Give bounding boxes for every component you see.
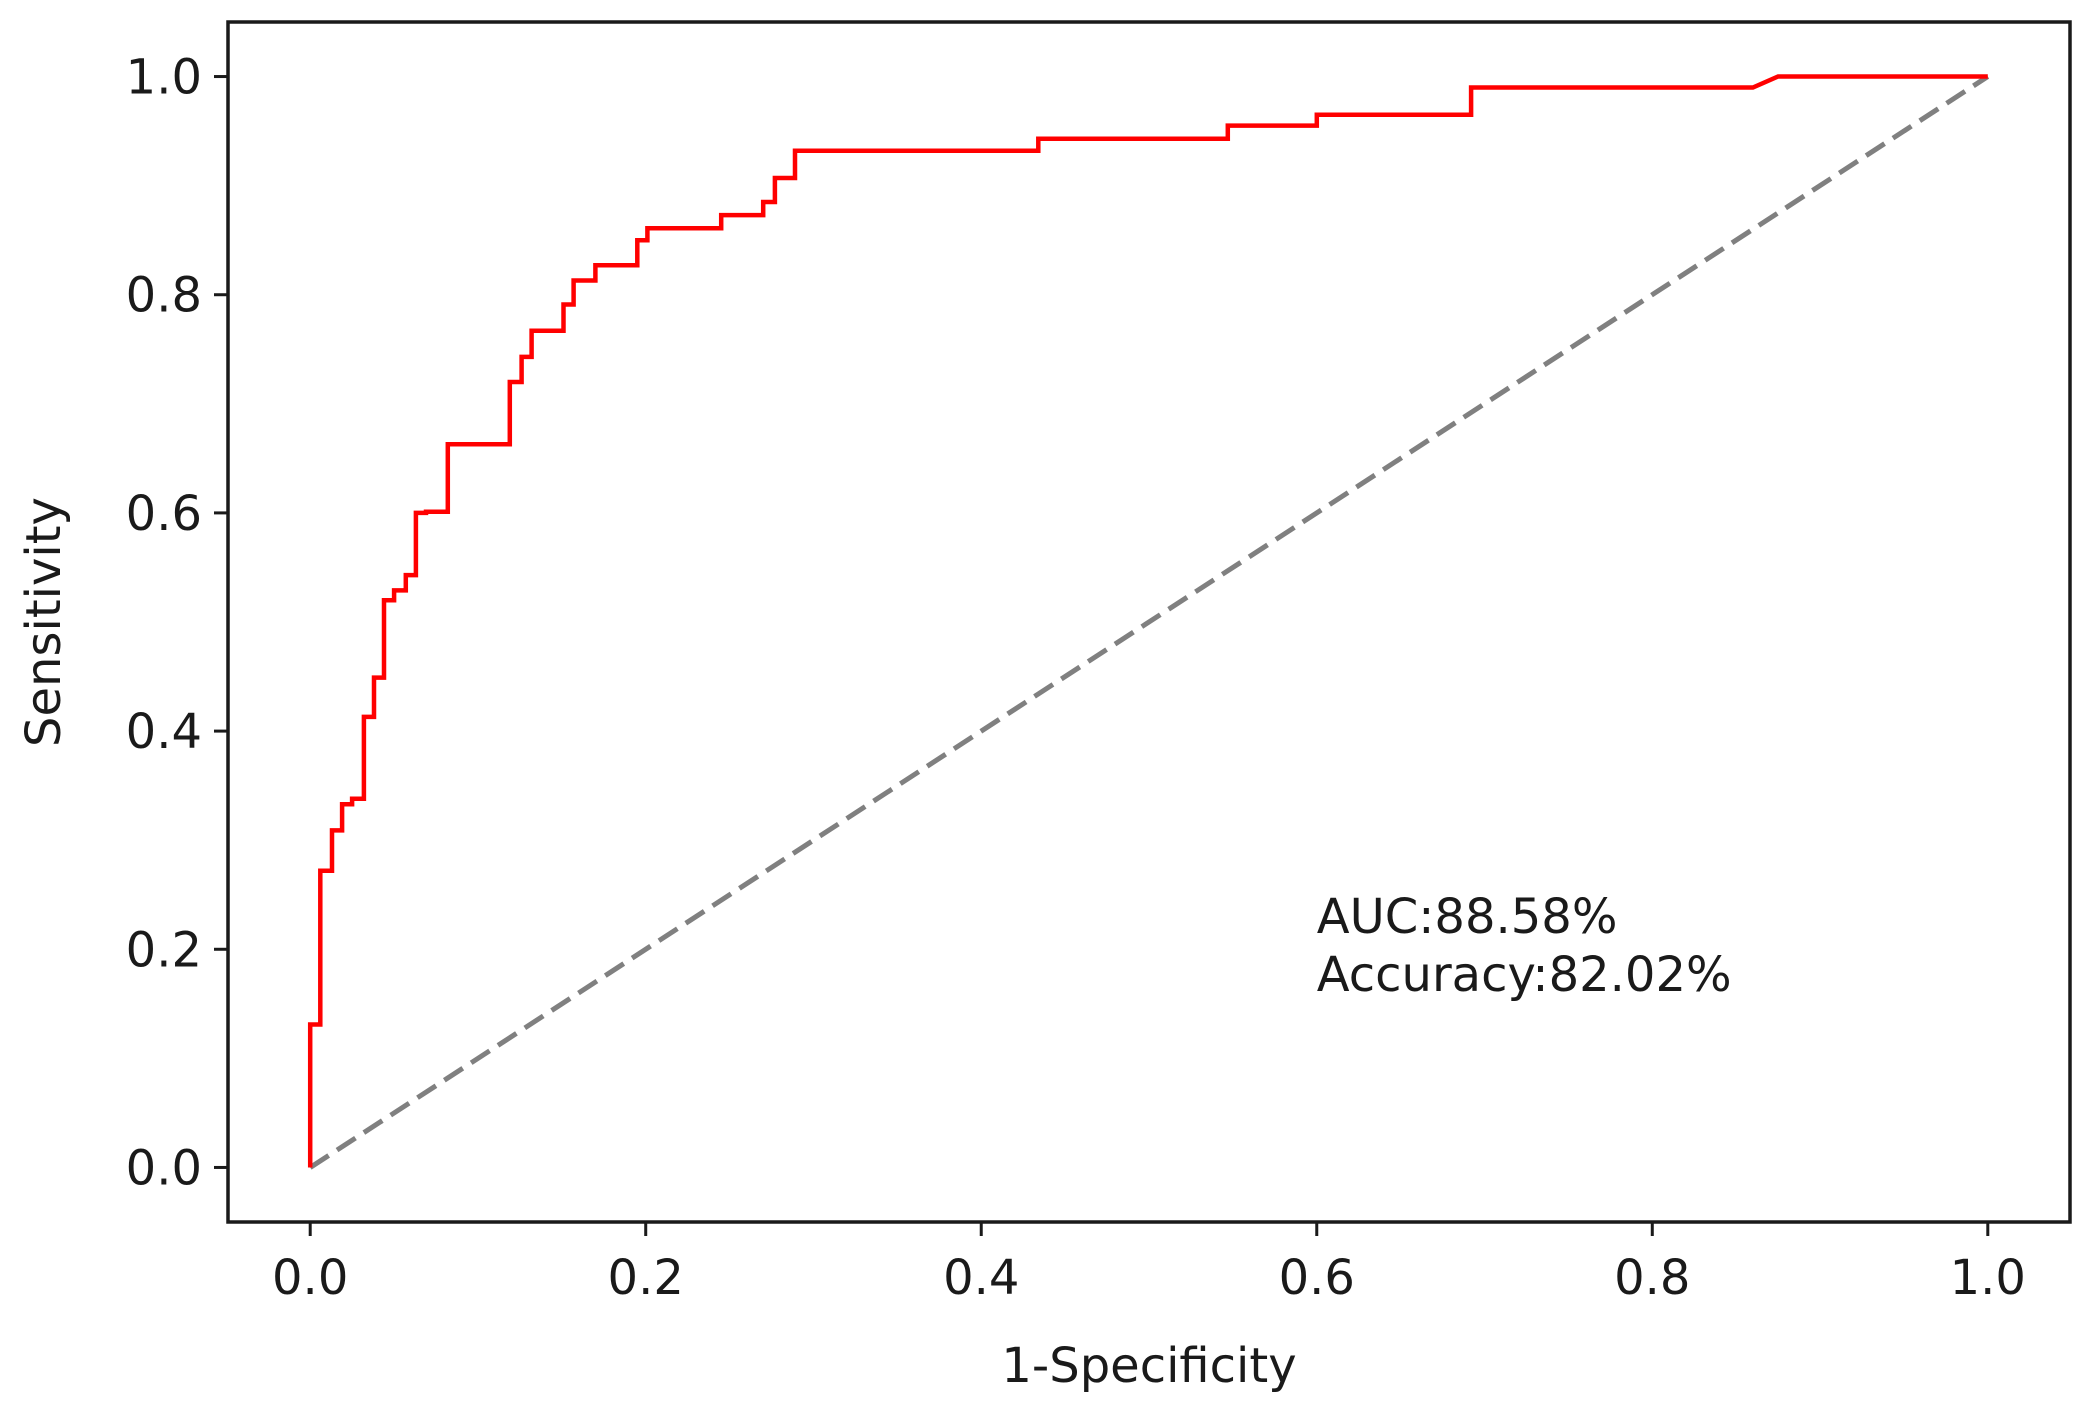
plot-frame <box>226 20 2072 1224</box>
x-axis-title: 1-Specificity <box>1001 1338 1296 1394</box>
x-tick-label: 0.2 <box>608 1250 684 1306</box>
series-chance <box>308 74 1990 1170</box>
series-layer <box>307 74 1990 1170</box>
x-tick-label: 0.8 <box>1614 1250 1690 1306</box>
accuracy-annotation: Accuracy:82.02% <box>1317 947 1732 1003</box>
y-axis-title: Sensitivity <box>16 497 72 747</box>
x-tick-label: 1.0 <box>1950 1250 2026 1306</box>
auc-annotation: AUC:88.58% <box>1317 889 1618 945</box>
y-tick-label: 0.8 <box>126 268 202 324</box>
y-tick-label: 0.0 <box>126 1140 202 1196</box>
x-tick-label: 0.4 <box>943 1250 1019 1306</box>
y-tick-label: 0.2 <box>126 922 202 978</box>
y-axis-ticks: 0.0 0.2 0.4 0.6 0.8 1.0 <box>126 50 228 1196</box>
x-tick-label: 0.6 <box>1279 1250 1355 1306</box>
y-tick-label: 1.0 <box>126 50 202 106</box>
x-tick-label: 0.0 <box>272 1250 348 1306</box>
x-axis-ticks: 0.0 0.2 0.4 0.6 0.8 1.0 <box>272 1222 2026 1306</box>
series-roc <box>307 74 1988 1168</box>
y-tick-label: 0.4 <box>126 704 202 760</box>
y-tick-label: 0.6 <box>126 486 202 542</box>
